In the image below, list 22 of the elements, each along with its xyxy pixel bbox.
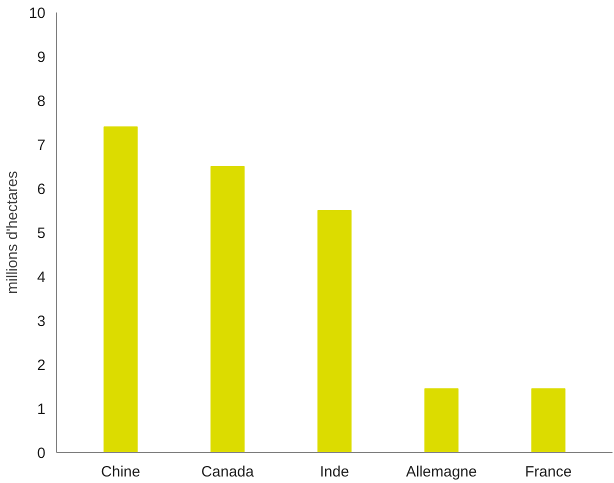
y-tick-label: 10 <box>28 5 46 22</box>
y-axis-title: millions d'hectares <box>4 171 21 294</box>
bar <box>531 388 566 452</box>
y-tick-label: 9 <box>37 49 46 66</box>
y-tick-label: 4 <box>37 269 46 286</box>
x-tick-label: Allemagne <box>406 464 477 480</box>
x-tick-label: Inde <box>320 464 350 480</box>
y-tick-label: 1 <box>37 401 46 418</box>
bar <box>317 210 352 452</box>
y-tick-label: 8 <box>37 93 46 110</box>
y-tick-label: 7 <box>37 137 46 154</box>
y-tick-label: 2 <box>37 357 46 374</box>
bar <box>210 166 245 452</box>
x-tick-label: Canada <box>201 464 255 480</box>
bar <box>104 126 138 452</box>
y-tick-label: 5 <box>37 225 46 242</box>
y-tick-label: 6 <box>37 181 46 198</box>
x-tick-label: France <box>525 464 572 480</box>
x-tick-label: Chine <box>101 464 140 480</box>
y-tick-label: 3 <box>37 313 46 330</box>
y-tick-label: 0 <box>37 445 46 462</box>
bar <box>424 388 458 452</box>
